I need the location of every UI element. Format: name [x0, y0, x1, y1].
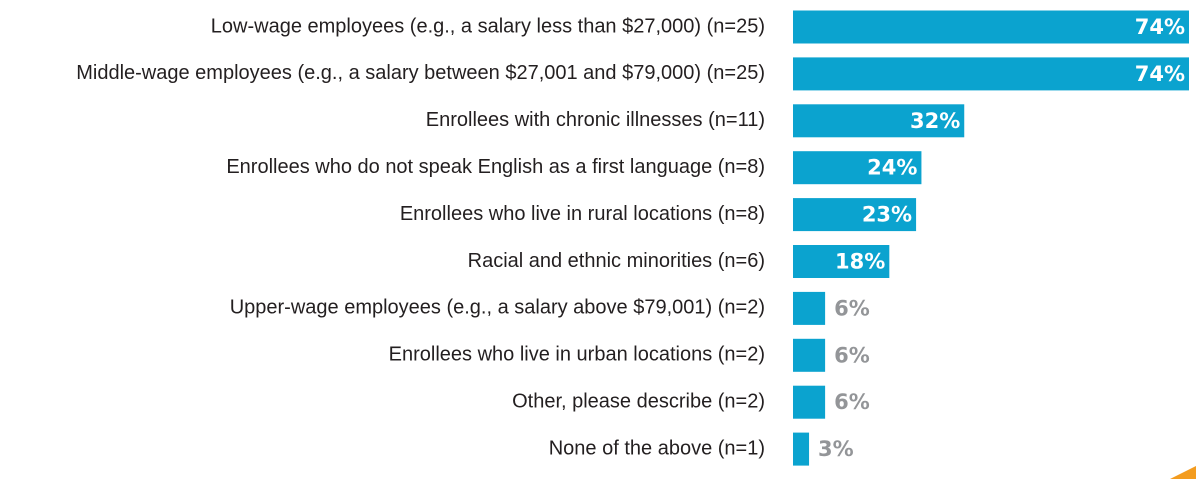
bar	[793, 432, 810, 466]
bar	[793, 338, 826, 372]
category-label: Racial and ethnic minorities (n=6)	[468, 250, 765, 272]
value-label: 18%	[835, 250, 885, 274]
category-label: Enrollees who live in rural locations (n…	[400, 203, 765, 225]
category-label: Other, please describe (n=2)	[512, 390, 765, 412]
category-label: Enrollees with chronic illnesses (n=11)	[426, 109, 765, 131]
category-label: Middle-wage employees (e.g., a salary be…	[76, 62, 765, 84]
value-label: 6%	[834, 390, 870, 414]
bar	[793, 104, 965, 138]
bar	[793, 10, 1189, 44]
category-label: Enrollees who live in urban locations (n…	[389, 344, 765, 366]
category-label: Upper-wage employees (e.g., a salary abo…	[230, 297, 765, 319]
value-label: 6%	[834, 296, 870, 320]
category-label: Enrollees who do not speak English as a …	[226, 156, 765, 178]
value-label: 24%	[867, 156, 917, 180]
value-label: 32%	[910, 109, 960, 133]
value-label: 74%	[1135, 15, 1185, 39]
decoration	[1170, 466, 1196, 479]
bar	[793, 151, 922, 185]
value-label: 6%	[834, 343, 870, 367]
value-label: 74%	[1135, 62, 1185, 86]
value-label: 23%	[862, 203, 912, 227]
value-label: 3%	[818, 437, 854, 461]
bar	[793, 57, 1189, 91]
category-label: Low-wage employees (e.g., a salary less …	[211, 15, 765, 37]
bar	[793, 245, 890, 278]
category-label: None of the above (n=1)	[549, 437, 765, 459]
bar	[793, 198, 917, 232]
bar	[793, 291, 826, 325]
bar	[793, 385, 826, 419]
